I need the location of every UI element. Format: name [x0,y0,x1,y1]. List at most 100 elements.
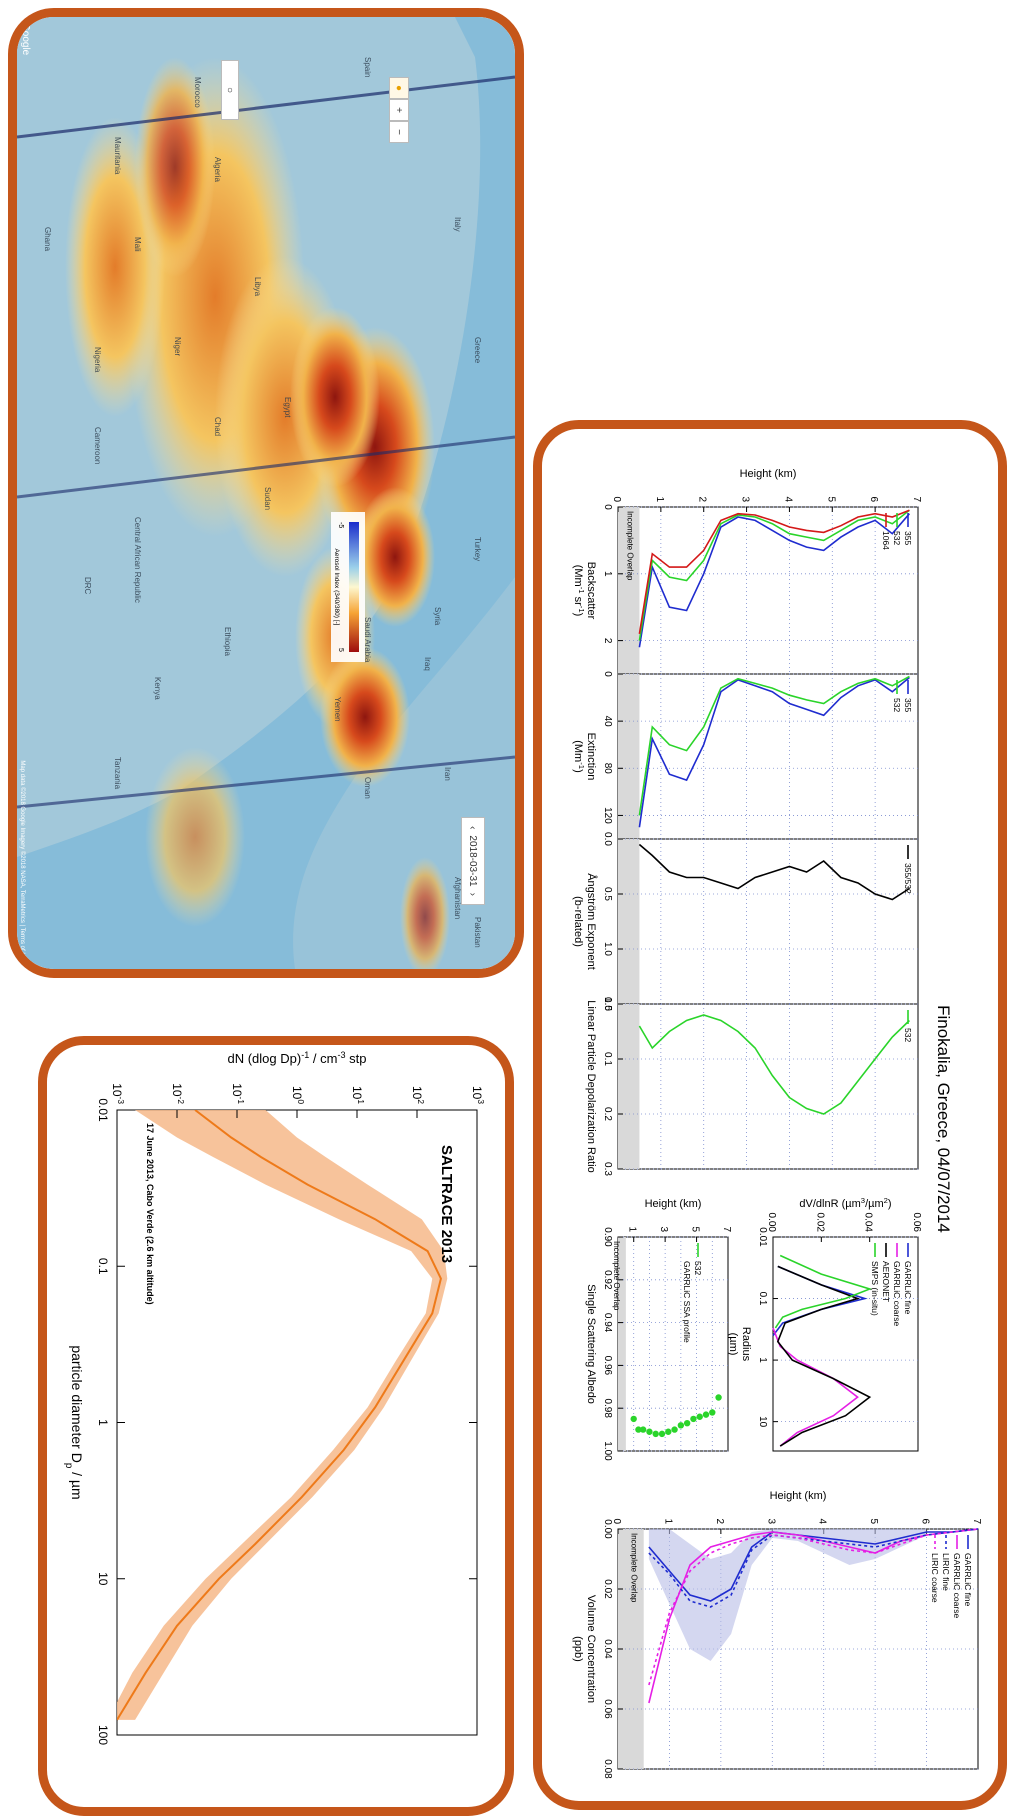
ssa-point [690,1415,697,1423]
map-place-label: Libya [253,277,262,297]
x-axis-label: Radius(µm) [727,1327,752,1362]
y-tick-label: 100 [290,1086,306,1104]
series-line [638,509,910,641]
x-tick-label: 0.98 [602,1398,613,1418]
y-axis-label: dN (dlog Dp)-1 / cm-3 stp [227,1050,366,1066]
y-tick-label: 2 [697,496,708,502]
series-line [638,513,911,648]
legend-label: GARRLiC coarse [892,1261,902,1326]
incomplete-overlap-region [618,1237,626,1451]
chart-title: SALTRACE 2013 [438,1145,455,1263]
map-place-label: Tanzania [113,757,122,790]
zoom-in-button[interactable]: + [389,99,409,121]
incomplete-overlap-label: Incomplete Overlap [612,1241,621,1311]
uncertainty-band [117,1110,448,1720]
y-axis-label: Height (km) [645,1198,702,1210]
zoom-out-button[interactable]: − [389,121,409,143]
panel-volume: 0.00 0.02 0.04 0.06 0.08 0 1 2 3 4 5 6 7 Incomplete O… [572,1490,982,1779]
x-tick-label: 0.94 [602,1313,613,1333]
y-tick-label: 1 [627,1226,638,1232]
x-tick-label: 0.01 [96,1098,110,1122]
next-date-icon[interactable]: › [467,892,479,896]
map-place-label: Chad [213,417,222,436]
date-picker[interactable]: ‹ 2018-03-31 › [461,817,485,905]
map-place-label: Kenya [153,677,162,700]
y-tick-label: 10-3 [110,1083,126,1104]
y-tick-label: 103 [470,1086,486,1104]
date-value: 2018-03-31 [467,835,479,887]
y-tick-label: 102 [410,1086,426,1104]
incomplete-overlap-region [617,839,640,1004]
map-place-label: Ghana [43,227,52,252]
y-tick-label: 6 [920,1518,931,1524]
map-attribution: Map data ©2018 Google Imagery ©2018 NASA… [19,760,26,963]
legend-label: 532 [892,698,902,712]
map-place-label: Nigeria [93,347,102,373]
x-axis-label: Single Scattering Albedo [585,1284,597,1404]
x-tick-label: 1.00 [602,1441,613,1461]
x-tick-label: 0.0 [602,997,613,1011]
x-tick-label: 0.01 [757,1227,768,1247]
map-place-label: Turkey [473,537,482,561]
x-tick-label: 0.00 [602,1519,613,1539]
search-icon: ○ [224,86,236,94]
x-tick-label: 0 [602,504,613,510]
series-line [638,843,910,901]
ssa-point [658,1430,666,1438]
chart-annotation: 17 June 2013, Cabo Verde (2.6 km altitud… [145,1123,155,1305]
ssa-point [646,1428,653,1435]
legend-label: GARRLiC fine [903,1261,913,1315]
map-place-label: Morocco [193,77,202,108]
x-tick-label: 0.1 [757,1292,768,1306]
y-tick-label: 5 [868,1518,879,1524]
y-tick-label: 0 [611,496,622,502]
plot-frame [617,838,919,1005]
size-distribution-panel: 0.01 0.1 1 10 100 10-3 10-2 10-1 100 101 102 103 SA… [38,1036,514,1816]
ssa-point [671,1426,678,1433]
size-distribution-line [117,1110,442,1721]
legend-label: LIRIC coarse [930,1553,940,1603]
colorbar-gradient [349,522,359,652]
panel-ssa: 0.90 0.92 0.94 0.96 0.98 1.00 1 3 5 7 Incomplete O… [585,1198,732,1461]
plot-frame [617,1003,919,1170]
y-tick-label: 7 [721,1226,732,1232]
x-tick-label: 0.1 [602,1052,613,1066]
x-tick-label: 1 [96,1419,110,1426]
search-box[interactable]: ○ [221,60,239,120]
map-place-label: Mauritania [113,137,122,175]
legend-label: 532 [693,1261,703,1275]
series-line [774,1254,873,1329]
map-place-label: Spain [363,57,372,77]
x-tick-label: 1 [757,1357,768,1363]
incomplete-overlap-region [617,1004,640,1169]
y-axis-label: dV/dlnR (µm3/µm2) [799,1196,891,1211]
series-line [638,676,910,828]
ssa-point [696,1413,703,1420]
y-axis-label: Height (km) [740,468,797,480]
ssa-point [639,1426,647,1433]
prev-date-icon[interactable]: ‹ [467,826,479,830]
x-tick-label: 1.0 [602,942,613,956]
ssa-point [677,1422,685,1429]
legend-label: LIRIC fine [941,1553,951,1591]
pegman-icon[interactable]: ● [389,77,409,99]
x-axis-label: particle diameter Dp / µm [64,1345,86,1499]
map-place-label: Iran [443,767,452,781]
ssa-point [630,1415,637,1423]
series-line [648,1528,979,1608]
ssa-point [683,1419,691,1427]
y-tick-label: 7 [971,1518,982,1524]
x-tick-label: 10 [96,1572,110,1586]
x-tick-label: 0.04 [602,1639,613,1659]
legend-label: 532 [903,1028,913,1042]
x-axis-label: Linear Particle Depolarization Ratio [585,1000,597,1172]
series-line [638,509,910,635]
x-tick-label: 0.1 [96,1258,110,1275]
map-panel: Morocco Algeria Libya Egypt Mali Niger Chad Sud… [8,8,524,978]
ssa-point [702,1411,710,1418]
map-place-label: Cameroon [93,427,102,464]
aerosol-map[interactable]: Morocco Algeria Libya Egypt Mali Niger Chad Sud… [17,17,515,969]
